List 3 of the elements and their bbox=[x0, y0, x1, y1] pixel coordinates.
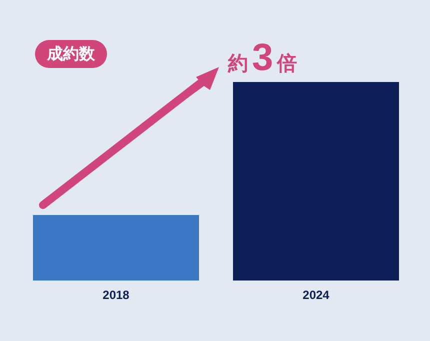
chart-title: 成約数 bbox=[35, 40, 107, 68]
x-tick-label: 2024 bbox=[302, 288, 330, 302]
x-tick-label: 2018 bbox=[102, 288, 130, 302]
